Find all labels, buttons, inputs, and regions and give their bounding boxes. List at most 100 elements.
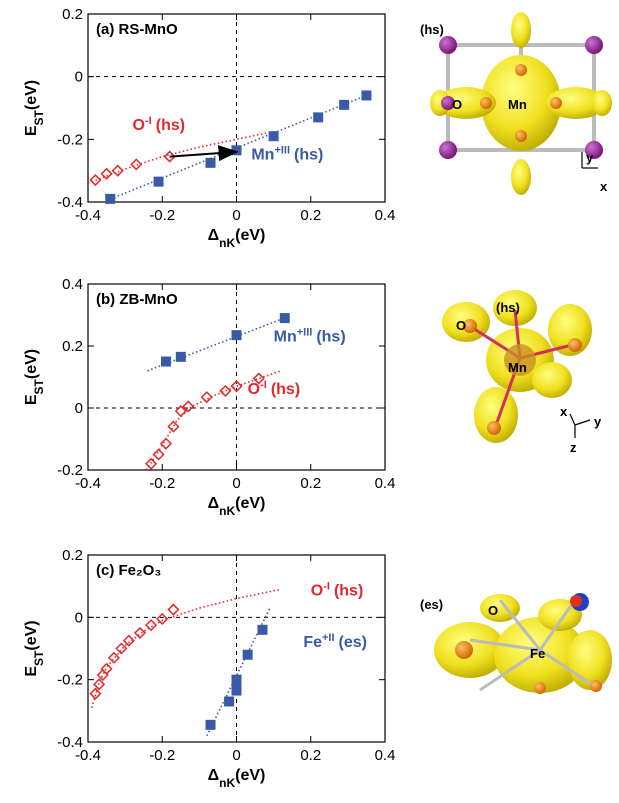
diamond-marker	[167, 603, 180, 616]
chart-title: (b) ZB-MnO	[96, 291, 178, 308]
label-name: Mn	[251, 147, 274, 164]
chart-title: (a) RS-MnO	[96, 21, 178, 38]
diamond-marker	[145, 457, 158, 470]
y-tick-label: 0	[75, 69, 83, 86]
label-state: (hs)	[334, 583, 363, 600]
diamond-marker	[93, 678, 106, 691]
square-marker	[105, 193, 116, 204]
label-symbol: E	[23, 394, 40, 405]
x-tick-label: -0.2	[149, 207, 175, 224]
label-symbol: Δ	[208, 227, 220, 244]
x-tick-label: 0	[232, 747, 240, 764]
plot-frame	[87, 554, 386, 743]
square-marker	[279, 313, 290, 324]
diamond-marker	[252, 372, 265, 385]
axis-label: EST(eV)	[23, 80, 46, 136]
orbital-image-b: (hs) O Mn x y z	[442, 290, 602, 455]
label-subscript: ST	[32, 650, 46, 666]
orbital-image-a: (hs) O Mn y x	[420, 12, 612, 195]
label-subscript: ST	[32, 109, 46, 125]
diamond-marker	[107, 651, 121, 664]
x-tick-label: -0.4	[75, 207, 101, 224]
square-marker	[313, 112, 324, 123]
label-superscript: -I	[260, 379, 267, 391]
diamond-marker	[159, 437, 173, 450]
label-state: (hs)	[294, 147, 323, 164]
series-label: Fe+II (es)	[303, 632, 367, 651]
label-name: Fe	[303, 634, 322, 651]
label-name: O	[311, 583, 323, 600]
label-symbol: Δ	[208, 767, 220, 784]
square-marker	[257, 624, 268, 635]
panel: -0.4 -0.2 0 0.2 0.4-0.200.20.4(b) ZB-MnOΔnK(…	[23, 276, 395, 518]
diamond-marker	[89, 174, 102, 187]
atom-label: O	[452, 97, 462, 112]
diamond-marker	[152, 448, 165, 461]
series-label: O-I (hs)	[311, 581, 364, 600]
diamond-marker	[115, 642, 128, 655]
label-superscript: +II	[322, 632, 335, 644]
axis-letter: x	[600, 179, 608, 194]
image-tag: (hs)	[420, 22, 444, 37]
series-label: O-I (hs)	[133, 115, 186, 134]
x-tick-label: 0.2	[300, 747, 321, 764]
square-marker	[231, 685, 242, 696]
label-name: Mn	[274, 328, 297, 345]
label-superscript: +III	[274, 145, 290, 157]
atom-label: O	[488, 603, 498, 618]
diamond-marker	[163, 150, 176, 163]
square-marker	[160, 356, 171, 367]
x-tick-label: 0.2	[300, 475, 321, 492]
diamond-marker	[100, 167, 113, 180]
diamond-marker	[174, 405, 187, 418]
series-label: Mn+III (hs)	[251, 145, 323, 164]
y-tick-label: 0.2	[62, 338, 83, 355]
square-marker	[339, 99, 350, 110]
label-unit: (eV)	[235, 767, 265, 784]
diamond-marker	[122, 634, 135, 647]
y-tick-label: -0.4	[57, 194, 83, 211]
label-superscript: -I	[323, 581, 330, 593]
axis-letter: y	[586, 150, 594, 165]
y-tick-label: -0.2	[57, 672, 83, 689]
label-symbol: E	[23, 666, 40, 677]
y-tick-label: 0.2	[62, 6, 83, 23]
image-tag: (hs)	[496, 300, 520, 315]
atom-label: Fe	[530, 646, 545, 661]
y-tick-label: 0	[75, 400, 83, 417]
label-state: (es)	[339, 634, 367, 651]
y-tick-label: -0.2	[57, 462, 83, 479]
label-unit: (eV)	[235, 227, 265, 244]
square-marker	[153, 176, 164, 187]
diamond-marker	[100, 662, 113, 675]
square-marker	[205, 157, 216, 168]
y-tick-label: 0.2	[62, 547, 83, 564]
x-tick-label: 0	[232, 207, 240, 224]
label-subscript: nK	[219, 504, 235, 518]
series-label: O-I (hs)	[248, 379, 301, 398]
label-unit: (eV)	[235, 495, 265, 512]
x-tick-label: 0.2	[300, 207, 321, 224]
axis-label: EST(eV)	[23, 349, 46, 405]
x-tick-label: 0.4	[375, 207, 396, 224]
label-state: (hs)	[271, 381, 300, 398]
label-state: (hs)	[156, 117, 185, 134]
diamond-marker	[145, 619, 158, 632]
label-superscript: +III	[297, 326, 313, 338]
image-tag: (es)	[420, 597, 443, 612]
diamond-marker	[111, 164, 124, 177]
label-subscript: nK	[219, 236, 235, 250]
label-symbol: Δ	[208, 495, 220, 512]
square-marker	[268, 131, 279, 142]
axis-letter: x	[560, 404, 568, 419]
square-marker	[361, 90, 372, 101]
orbital-image-c: (es) O Fe	[420, 593, 612, 694]
plot-frame	[87, 283, 386, 471]
square-marker	[175, 351, 186, 362]
label-subscript: ST	[32, 378, 46, 394]
axis-letter: y	[594, 414, 602, 429]
y-tick-label: -0.2	[57, 131, 83, 148]
diamond-marker	[182, 400, 195, 413]
atom-label: Mn	[508, 360, 527, 375]
